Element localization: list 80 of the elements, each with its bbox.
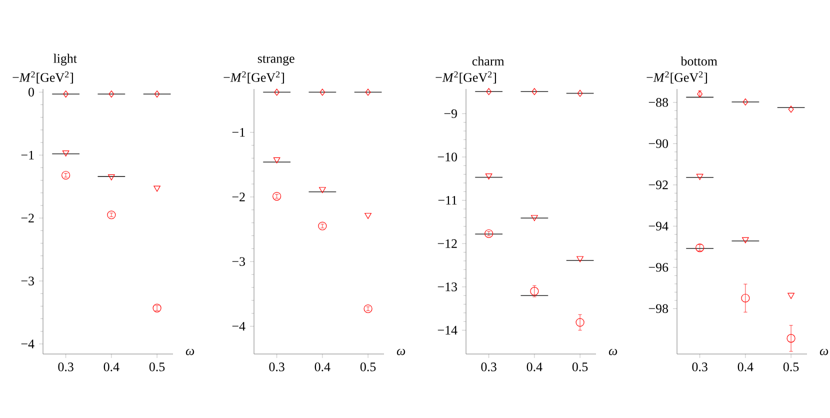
y-tick-label: −14 [438,326,458,334]
y-tick-label: −3 [21,276,34,286]
y-tick-label: −88 [648,98,668,107]
y-tick-label: −10 [438,152,458,162]
y-tick-label: −1 [232,128,245,137]
point [154,90,160,98]
x-tick-label: 0.4 [738,362,754,372]
y-axis-title: −M$^{2}$[GeV$^{2}$] [224,71,284,84]
x-tick-label: 0.3 [269,362,284,372]
point [531,215,538,222]
point [576,256,584,262]
point [62,150,70,156]
point [62,170,70,180]
point [274,88,280,96]
point [63,90,68,98]
y-tick-label: −90 [648,139,668,148]
x-tick-label: 0.4 [526,362,542,372]
y-tick-label: −96 [648,263,668,272]
y-tick-label: 0 [28,88,34,97]
point [788,106,794,113]
y-tick-label: −13 [438,282,457,292]
x-tick-label: 0.4 [314,362,330,372]
point [365,88,371,96]
point [273,157,280,164]
x-tick-label: 0.5 [149,362,165,372]
point [577,90,583,97]
point [318,222,327,230]
chart-title: charm [472,56,504,66]
y-axis-title: −M$^{2}$[GeV$^{2}$] [646,71,707,84]
point [742,98,748,106]
y-tick-label: −11 [438,196,457,205]
point [108,174,115,180]
y-tick-label: −12 [438,239,457,248]
point [319,187,326,194]
y-axis-title: −M$^{2}$[GeV$^{2}$] [436,71,496,84]
y-tick-label: −2 [21,214,34,222]
point [152,304,162,312]
y-tick-label: −2 [232,192,245,202]
x-tick-label: 0.5 [572,362,588,372]
point [788,292,794,299]
x-tick-label: 0.3 [58,362,74,372]
point [485,174,492,180]
chart-title: strange [258,55,294,66]
point [154,186,160,192]
point [320,88,326,96]
point [786,334,796,343]
point [486,88,492,96]
point [530,286,539,296]
y-axis-title: −M$^{2}$[GeV$^{2}$] [12,71,73,84]
y-tick-label: −3 [232,257,245,266]
point [272,192,282,201]
point [532,88,538,96]
x-axis-title: ω [396,348,406,356]
x-axis-title: ω [820,348,828,356]
point [576,318,584,327]
point [107,210,116,220]
y-tick-label: −4 [232,322,246,330]
point [364,212,372,219]
y-tick-label: −92 [648,180,668,190]
point [741,294,750,302]
y-tick-label: −1 [21,150,34,160]
x-axis-title: ω [186,348,194,356]
point [742,237,749,244]
x-tick-label: 0.3 [481,362,496,372]
x-tick-label: 0.4 [104,362,120,372]
x-axis-title: ω [608,348,618,356]
y-tick-label: −98 [648,304,668,313]
point [364,304,372,314]
x-tick-label: 0.5 [783,362,799,372]
point [484,229,494,238]
chart-title: bottom [680,56,718,66]
chart-title: light [53,54,77,66]
point [108,90,114,98]
x-tick-label: 0.5 [360,362,376,372]
y-tick-label: −94 [648,222,668,230]
point [696,244,704,252]
point [696,174,704,180]
y-tick-label: −4 [21,340,34,348]
x-tick-label: 0.3 [692,362,708,372]
y-tick-label: −9 [444,109,457,118]
